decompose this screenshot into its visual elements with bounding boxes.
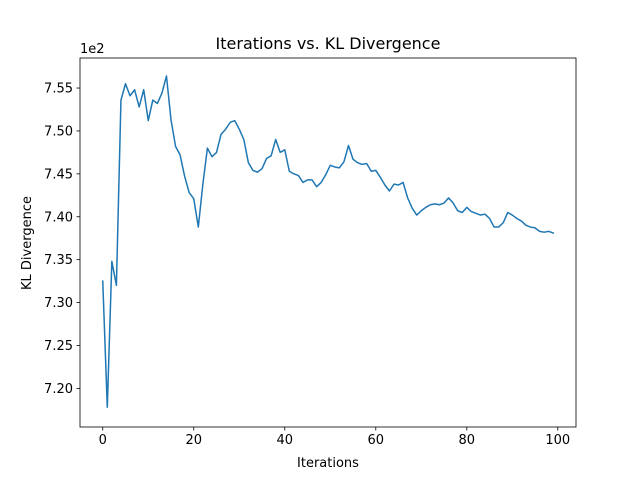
- axes-frame: [79, 57, 577, 428]
- y-offset-label: 1e2: [80, 42, 105, 57]
- x-tick-label: 40: [276, 433, 293, 448]
- chart-title: Iterations vs. KL Divergence: [216, 34, 441, 53]
- x-tick-label: 20: [185, 433, 202, 448]
- plot-area: 0 20 40 60 80 100 7.20 7.25 7.30 7.35 7.40 7.45 7.50…: [44, 57, 577, 448]
- x-tick-label: 100: [545, 433, 570, 448]
- y-tick-label: 7.30: [44, 296, 73, 311]
- y-tick-label: 7.35: [44, 253, 73, 268]
- y-axis-label: KL Divergence: [20, 196, 35, 290]
- y-tick-label: 7.25: [44, 339, 73, 354]
- series-line-kl-divergence: [101, 75, 555, 409]
- y-tick-label: 7.45: [44, 167, 73, 182]
- y-tick-label: 7.20: [44, 382, 73, 397]
- x-tick-label: 80: [459, 433, 476, 448]
- y-tick-label: 7.50: [44, 124, 73, 139]
- x-tick-label: 0: [99, 433, 107, 448]
- y-tick-label: 7.55: [44, 82, 73, 97]
- y-tick-label: 7.40: [44, 210, 73, 225]
- x-axis-label: Iterations: [297, 456, 359, 471]
- x-tick-label: 60: [368, 433, 385, 448]
